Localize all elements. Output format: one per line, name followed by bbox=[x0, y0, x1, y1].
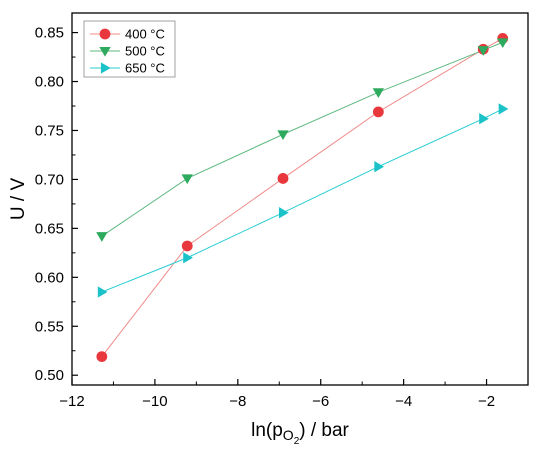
y-tick-label: 0.65 bbox=[35, 220, 64, 237]
data-point-series-2 bbox=[183, 252, 193, 264]
legend-marker bbox=[100, 62, 111, 74]
series-markers-layer bbox=[96, 33, 509, 363]
data-point-series-2 bbox=[479, 113, 489, 125]
y-tick-label: 0.85 bbox=[35, 25, 64, 42]
x-axis: −12 −10 −8 −6 −4 −2 bbox=[59, 379, 529, 410]
legend-label: 650 °C bbox=[125, 61, 165, 76]
y-tick-label: 0.70 bbox=[35, 171, 64, 188]
data-point-series-0 bbox=[372, 106, 384, 118]
data-point-series-1 bbox=[372, 88, 385, 98]
y-tick-label: 0.60 bbox=[35, 269, 64, 286]
data-point-series-0 bbox=[181, 240, 193, 252]
data-point-series-0 bbox=[277, 173, 289, 184]
y-axis: 0.50 0.55 0.60 0.65 0.70 0.75 0.80 0.85 bbox=[35, 25, 78, 384]
data-point-series-1 bbox=[497, 38, 509, 49]
data-point-series-1 bbox=[477, 46, 489, 56]
y-tick-label: 0.75 bbox=[35, 122, 64, 139]
y-tick-label: 0.50 bbox=[35, 367, 64, 384]
series-lines-layer bbox=[101, 38, 503, 357]
data-point-series-2 bbox=[374, 161, 385, 173]
x-tick-label: −10 bbox=[142, 393, 167, 410]
series-line-2 bbox=[101, 108, 503, 293]
x-tick-label: −4 bbox=[395, 393, 412, 410]
legend-marker bbox=[99, 28, 111, 40]
data-point-series-2 bbox=[97, 286, 108, 298]
x-tick-label: −6 bbox=[312, 393, 329, 410]
data-point-series-1 bbox=[181, 174, 193, 185]
y-tick-label: 0.55 bbox=[35, 318, 64, 335]
legend: 400 °C 500 °C 650 °C bbox=[83, 20, 176, 78]
y-tick-label: 0.80 bbox=[35, 74, 64, 91]
legend-label: 500 °C bbox=[125, 44, 165, 59]
x-tick-label: −2 bbox=[478, 393, 495, 410]
data-point-series-1 bbox=[96, 232, 108, 242]
y-axis-label: U / V bbox=[8, 178, 29, 221]
series-line-0 bbox=[101, 38, 503, 357]
data-point-series-0 bbox=[96, 351, 108, 363]
x-tick-label: −12 bbox=[59, 393, 84, 410]
legend-label: 400 °C bbox=[125, 27, 165, 42]
x-axis-label: ln(pO2) / bar bbox=[251, 420, 349, 447]
data-point-series-1 bbox=[277, 130, 289, 141]
x-tick-label: −8 bbox=[229, 393, 246, 410]
legend-marker bbox=[99, 46, 111, 57]
data-point-series-2 bbox=[278, 207, 289, 219]
data-point-series-2 bbox=[498, 103, 509, 115]
plot-frame bbox=[71, 12, 529, 386]
